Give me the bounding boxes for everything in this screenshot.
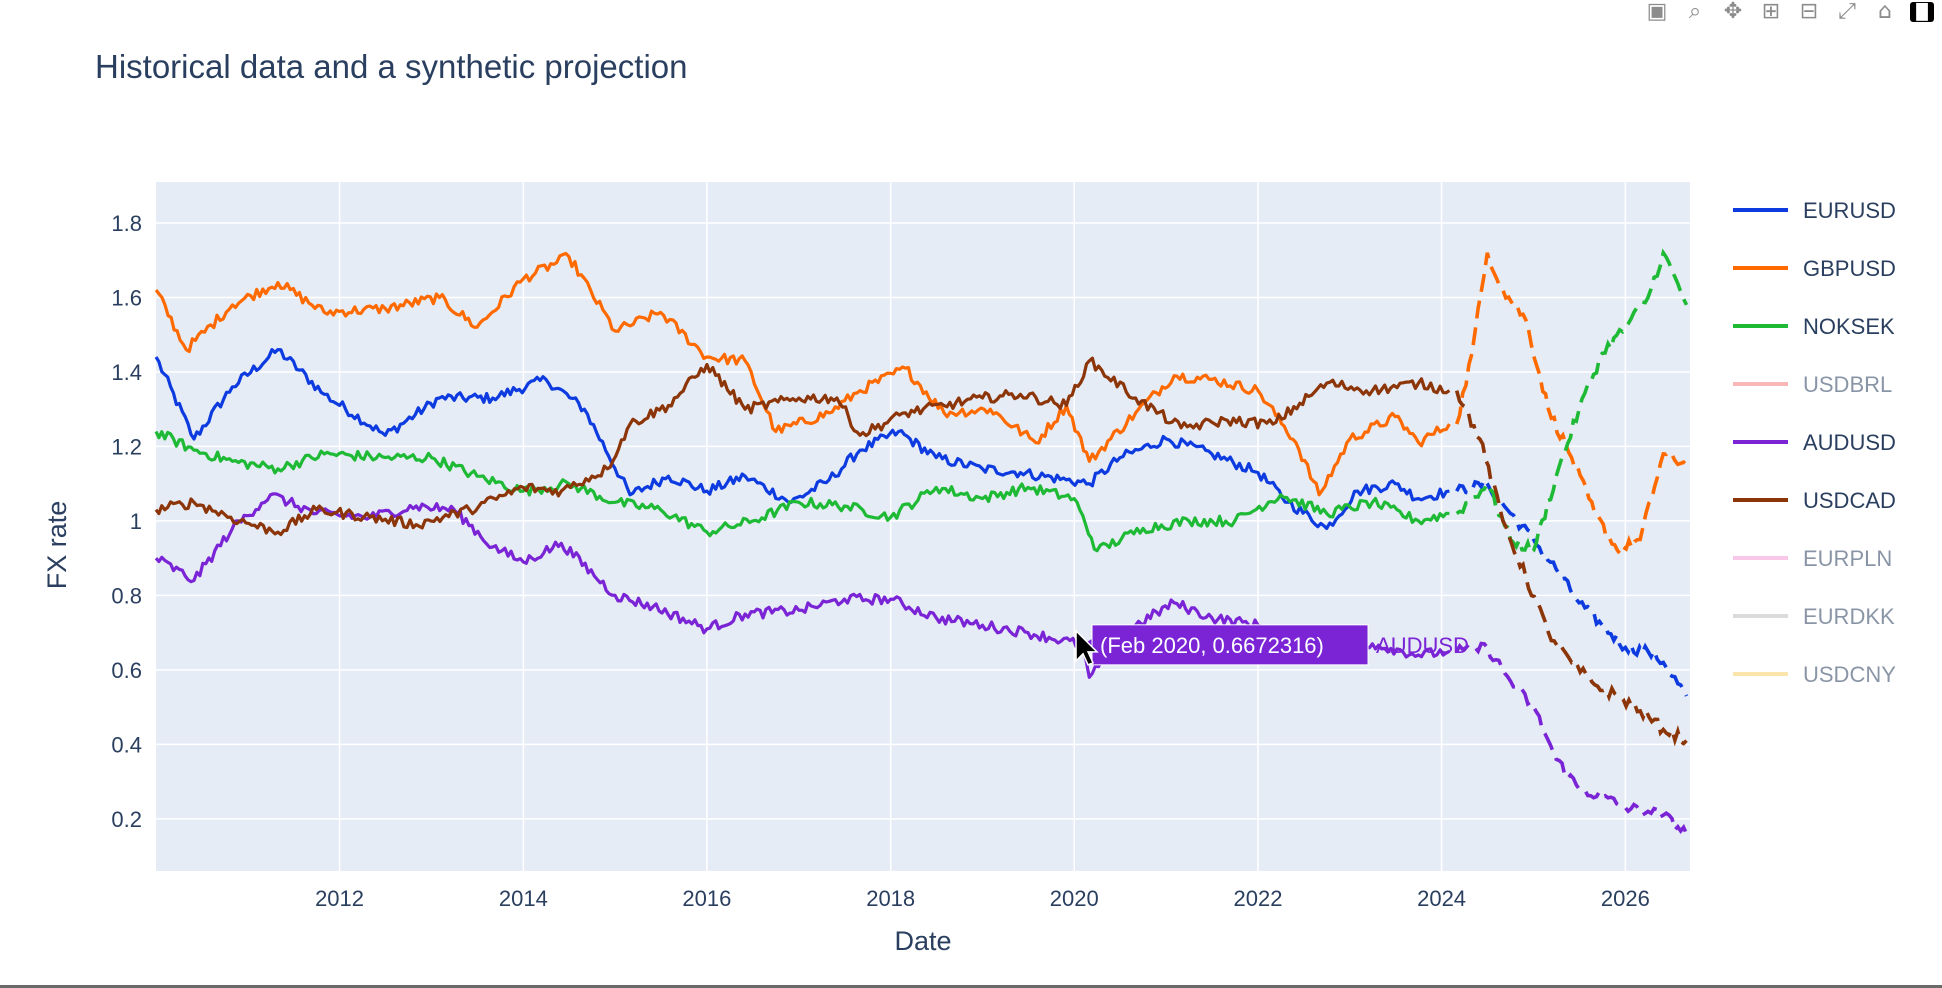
series-line-historical[interactable]: [154, 356, 1451, 537]
series-line-projection[interactable]: [1455, 641, 1689, 835]
legend-item-usdcad[interactable]: USDCAD: [1733, 488, 1896, 513]
legend-item-usdcny[interactable]: USDCNY: [1733, 662, 1896, 687]
legend-label: NOKSEK: [1803, 314, 1895, 339]
legend-item-gbpusd[interactable]: GBPUSD: [1733, 256, 1896, 281]
y-tick-label: 0.2: [111, 807, 142, 832]
legend-label: USDCAD: [1803, 488, 1896, 513]
series-line-historical[interactable]: [154, 251, 1451, 497]
series-line-projection[interactable]: [1455, 248, 1689, 556]
y-tick-label: 0.4: [111, 732, 142, 757]
autoscale-icon[interactable]: ⤢: [1838, 0, 1856, 24]
tooltip-value: (Feb 2020, 0.6672316): [1100, 633, 1324, 658]
plot-area[interactable]: [156, 182, 1690, 871]
x-tick-label: 2018: [866, 886, 915, 911]
y-tick-label: 0.6: [111, 658, 142, 683]
y-tick-label: 0.8: [111, 583, 142, 608]
legend-label: EURDKK: [1803, 604, 1895, 629]
y-axis-label: FX rate: [42, 501, 72, 590]
hover-tooltip: (Feb 2020, 0.6672316) AUDUSD: [1075, 624, 1469, 666]
cursor-icon: [1075, 629, 1099, 666]
legend-label: EURUSD: [1803, 198, 1896, 223]
y-tick-label: 1.6: [111, 285, 142, 310]
x-tick-label: 2024: [1417, 886, 1466, 911]
x-tick-label: 2026: [1601, 886, 1650, 911]
modebar: ▣ ⌕ ✥ ⊞ ⊟ ⤢ ⌂ ▐▌: [1644, 0, 1934, 24]
legend-item-usdbrl[interactable]: USDBRL: [1733, 372, 1892, 397]
series-line-projection[interactable]: [1454, 390, 1688, 747]
y-tick-label: 1.8: [111, 211, 142, 236]
bottom-divider: [0, 985, 1942, 988]
x-tick-label: 2016: [682, 886, 731, 911]
legend-label: AUDUSD: [1803, 430, 1896, 455]
x-tick-label: 2020: [1050, 886, 1099, 911]
zoom-icon[interactable]: ⌕: [1688, 0, 1702, 24]
legend-label: USDBRL: [1803, 372, 1892, 397]
series-line-projection[interactable]: [1454, 252, 1688, 558]
x-axis-label: Date: [894, 926, 951, 956]
series-line-historical[interactable]: [154, 430, 1450, 553]
zoom-in-icon[interactable]: ⊞: [1761, 0, 1781, 24]
y-tick-label: 1.4: [111, 360, 142, 385]
pan-icon[interactable]: ✥: [1723, 0, 1743, 24]
x-tick-label: 2022: [1234, 886, 1283, 911]
y-tick-label: 1.2: [111, 434, 142, 459]
chart-title: Historical data and a synthetic projecti…: [95, 48, 688, 85]
series-layer: [154, 248, 1689, 835]
home-icon[interactable]: ⌂: [1878, 0, 1892, 24]
legend: EURUSD GBPUSD NOKSEK USDBRL AUDUSD USDCAD EURP…: [1733, 198, 1896, 687]
y-axis-ticks: 0.2 0.4 0.6 0.8 1 1.2 1.4 1.6 1.8: [111, 211, 142, 832]
legend-label: EURPLN: [1803, 546, 1892, 571]
camera-icon[interactable]: ▣: [1646, 0, 1668, 24]
plotly-logo-icon[interactable]: ▐▌: [1910, 2, 1934, 22]
y-tick-label: 1: [130, 509, 142, 534]
x-axis-ticks: 2012 2014 2016 2018 2020 2022 2024 2026: [315, 886, 1650, 911]
legend-item-eurusd[interactable]: EURUSD: [1733, 198, 1896, 223]
grid-layer: [156, 182, 1690, 871]
series-noksek[interactable]: [154, 248, 1689, 556]
x-tick-label: 2014: [499, 886, 548, 911]
series-usdcad[interactable]: [154, 356, 1688, 747]
legend-label: GBPUSD: [1803, 256, 1896, 281]
series-gbpusd[interactable]: [154, 251, 1688, 558]
tooltip-box: [1091, 624, 1369, 666]
zoom-out-icon[interactable]: ⊟: [1799, 0, 1819, 24]
legend-item-noksek[interactable]: NOKSEK: [1733, 314, 1895, 339]
series-line-historical[interactable]: [154, 348, 1450, 530]
legend-label: USDCNY: [1803, 662, 1896, 687]
legend-item-eurpln[interactable]: EURPLN: [1733, 546, 1892, 571]
x-tick-label: 2012: [315, 886, 364, 911]
legend-item-eurdkk[interactable]: EURDKK: [1733, 604, 1895, 629]
legend-item-audusd[interactable]: AUDUSD: [1733, 430, 1896, 455]
tooltip-series-name: AUDUSD: [1376, 633, 1469, 658]
